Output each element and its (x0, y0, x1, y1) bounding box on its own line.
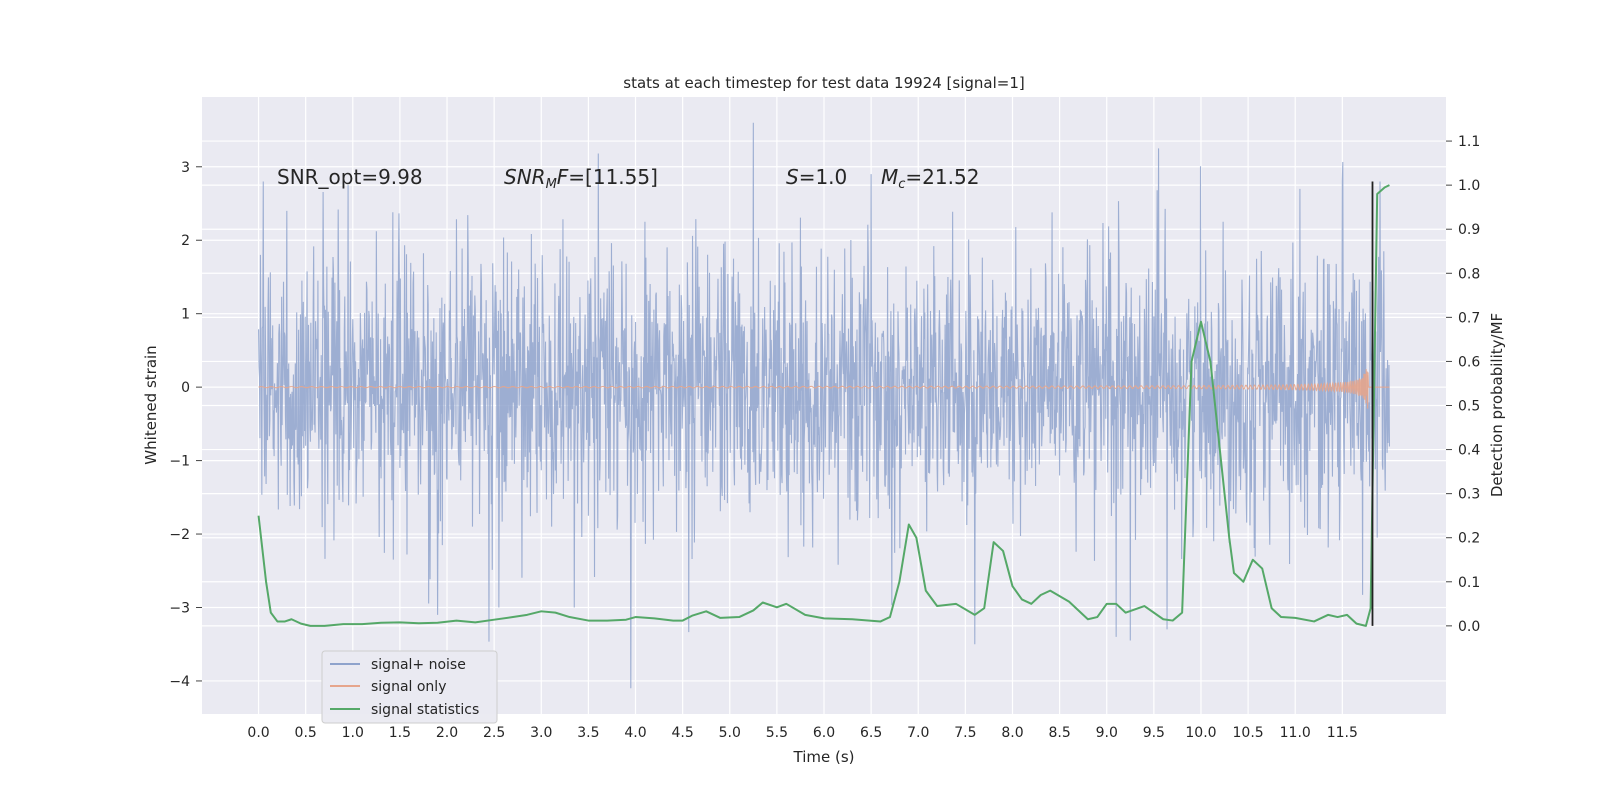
x-tick-label: 3.0 (530, 725, 552, 741)
y-tick-label-right: 0.2 (1458, 531, 1480, 547)
annotation-snr-mf: SNRMF=[11.55] (504, 165, 658, 192)
y-tick-label-left: −2 (169, 527, 190, 543)
x-tick-label: 7.0 (907, 725, 929, 741)
annotation-subscript: M (546, 177, 557, 192)
x-tick-label: 11.0 (1280, 725, 1311, 741)
y-tick-label-left: 3 (181, 160, 190, 176)
x-tick-label: 9.0 (1096, 725, 1118, 741)
y-tick-label-right: 0.7 (1458, 310, 1480, 326)
y-tick-label-right: 0.3 (1458, 487, 1480, 503)
x-tick-label: 5.0 (719, 725, 741, 741)
legend-label-signal: signal only (371, 679, 446, 695)
y-tick-label-right: 1.1 (1458, 134, 1480, 150)
series-signal-statistics (257, 184, 1390, 627)
x-tick-label: 2.0 (436, 725, 458, 741)
y-axis-label-right: Detection probability/MF (1488, 313, 1506, 497)
x-tick-label: 8.5 (1048, 725, 1070, 741)
y-tick-label-left: 0 (181, 380, 190, 396)
annotation-snr-opt: SNR_opt=9.98 (277, 165, 423, 189)
y-tick-label-right: 0.4 (1458, 443, 1480, 459)
y-tick-label-left: −3 (169, 600, 190, 616)
chart-title: stats at each timestep for test data 199… (623, 74, 1024, 92)
y-tick-labels-left: 3 2 1 0 −1 −2 −3 −4 (169, 160, 202, 690)
series-signal-only (258, 369, 1390, 409)
x-tick-label: 2.5 (483, 725, 505, 741)
signal-only-trace (258, 369, 1373, 409)
x-tick-label: 1.0 (342, 725, 364, 741)
y-tick-label-left: −4 (169, 674, 190, 690)
y-tick-label-right: 0.9 (1458, 222, 1480, 238)
y-tick-label-left: −1 (169, 454, 190, 470)
x-tick-label: 3.5 (577, 725, 599, 741)
annotation-part: F (557, 165, 569, 189)
y-tick-label-right: 0.8 (1458, 266, 1480, 282)
x-tick-label: 0.0 (247, 725, 269, 741)
y-tick-labels-right: 1.1 1.0 0.9 0.8 0.7 0.6 0.5 0.4 0.3 0.2 0.1 0.0 (1446, 134, 1480, 635)
annotation-part: M (881, 165, 898, 189)
x-tick-label: 7.5 (954, 725, 976, 741)
x-axis-label: Time (s) (793, 748, 855, 766)
x-tick-label: 10.0 (1185, 725, 1216, 741)
annotation-subscript: c (898, 177, 905, 192)
signal-statistics-line (257, 184, 1390, 627)
annotation-value: =21.52 (905, 165, 979, 189)
x-tick-label: 0.5 (295, 725, 317, 741)
y-tick-label-left: 2 (181, 233, 190, 249)
y-axis-label-left: Whitened strain (142, 345, 160, 464)
y-tick-label-right: 0.6 (1458, 354, 1480, 370)
annotation-part: S (786, 165, 799, 189)
y-tick-label-left: 1 (181, 307, 190, 323)
legend-label-stats: signal statistics (371, 702, 479, 718)
annotation-value: =[11.55] (568, 165, 658, 189)
x-tick-label: 6.5 (860, 725, 882, 741)
y-tick-label-right: 0.0 (1458, 619, 1480, 635)
x-tick-labels: 0.0 0.5 1.0 1.5 2.0 2.5 3.0 3.5 4.0 4.5 5.0 5.5 6.0 6… (247, 725, 1358, 741)
legend-label-noise: signal+ noise (371, 657, 466, 673)
annotation-value: =1.0 (799, 165, 848, 189)
legend: signal+ noise signal only signal statist… (321, 650, 498, 724)
x-tick-label: 5.5 (766, 725, 788, 741)
legend-box (321, 650, 498, 724)
y-tick-label-right: 0.5 (1458, 399, 1480, 415)
annotation-s-value: S=1.0 (786, 165, 847, 189)
x-tick-label: 9.5 (1143, 725, 1165, 741)
x-tick-label: 6.0 (813, 725, 835, 741)
series-signal-noise (258, 122, 1390, 689)
y-tick-label-right: 0.1 (1458, 575, 1480, 591)
x-tick-label: 4.5 (672, 725, 694, 741)
annotation-part: SNR (504, 165, 546, 189)
x-tick-label: 4.0 (624, 725, 646, 741)
signal-noise-trace (258, 122, 1390, 689)
y-tick-label-right: 1.0 (1458, 178, 1480, 194)
x-tick-label: 1.5 (389, 725, 411, 741)
x-tick-label: 11.5 (1327, 725, 1358, 741)
x-tick-label: 10.5 (1233, 725, 1264, 741)
annotation-mc-value: Mc=21.52 (881, 165, 979, 192)
x-tick-label: 8.0 (1001, 725, 1023, 741)
